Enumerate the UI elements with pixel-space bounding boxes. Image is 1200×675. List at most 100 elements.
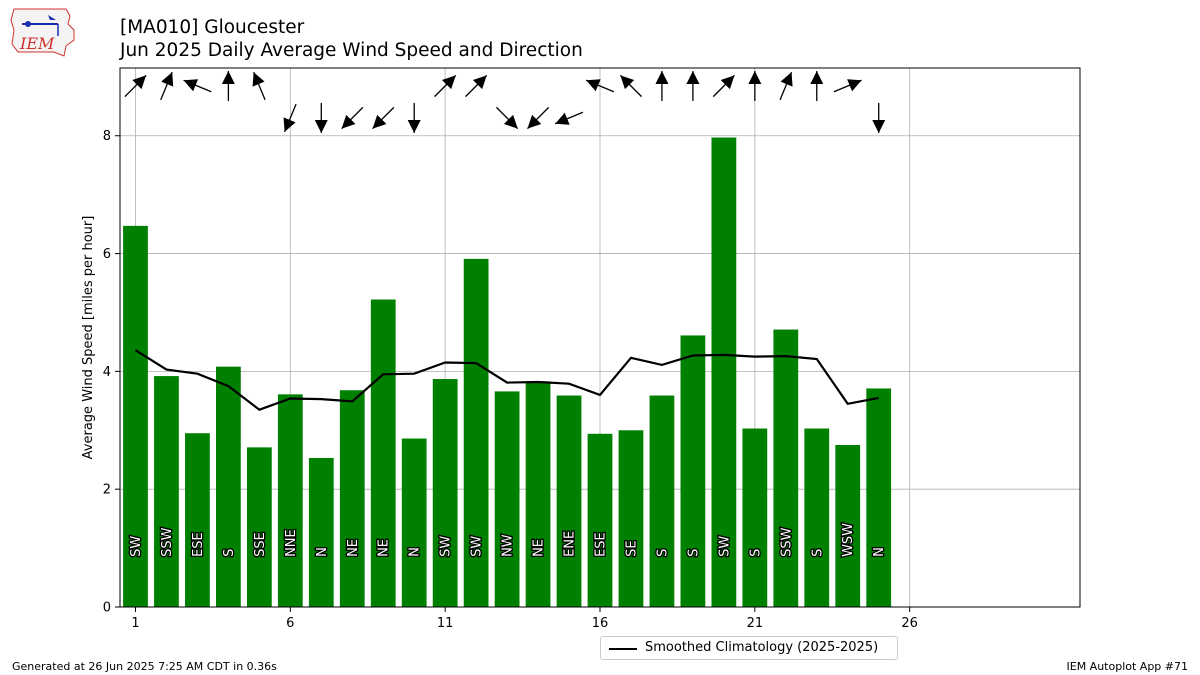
wind-arrow-day-5 [252, 71, 266, 101]
arrow-shaft [283, 103, 297, 133]
arrow-shaft [526, 106, 550, 130]
direction-label: S [810, 549, 825, 557]
arrow-head [872, 120, 886, 133]
bar-day-24 [835, 445, 861, 607]
direction-label: NE [532, 539, 547, 557]
direction-label: S [748, 549, 763, 557]
arrow-head [441, 75, 456, 90]
wind-arrow-day-11 [434, 74, 457, 98]
arrow-head [780, 72, 793, 87]
bar-day-16 [587, 433, 613, 607]
direction-label: NNE [284, 529, 299, 557]
bar-day-1 [123, 225, 148, 607]
wind-arrow-day-10 [407, 103, 421, 133]
direction-label: WSW [841, 523, 856, 557]
x-tick-label: 1 [131, 616, 139, 631]
y-axis-label: Average Wind Speed [miles per hour] [81, 216, 96, 460]
bar-day-5 [246, 447, 272, 607]
direction-label: ENE [563, 531, 578, 557]
arrow-shaft [160, 71, 173, 101]
legend: Smoothed Climatology (2025-2025) [600, 636, 898, 660]
arrow-shaft [712, 74, 735, 98]
arrow-head [314, 120, 328, 133]
wind-arrow-day-20 [712, 74, 735, 98]
arrow-shaft [619, 74, 643, 98]
wind-arrow-day-24 [833, 79, 862, 93]
wind-arrow-day-17 [619, 74, 643, 98]
logo-text: IEM [19, 34, 55, 53]
arrow-shaft [183, 79, 212, 93]
wind-arrow-day-16 [585, 79, 615, 93]
arrow-head [161, 72, 174, 87]
wind-arrow-day-1 [124, 74, 147, 98]
y-tick-label: 8 [103, 129, 111, 144]
arrow-shaft [779, 71, 793, 101]
bar-day-10 [401, 438, 427, 607]
arrow-shaft [434, 74, 457, 98]
wind-arrow-day-2 [160, 71, 174, 101]
wind-arrow-day-4 [221, 71, 235, 101]
arrow-head [720, 75, 735, 90]
app-note: IEM Autoplot App #71 [1066, 660, 1189, 673]
direction-label: N [872, 547, 887, 557]
bar-day-22 [773, 329, 799, 607]
wind-arrow-day-7 [314, 103, 328, 133]
arrow-head [655, 71, 669, 84]
bar-day-19 [680, 335, 706, 607]
y-tick-label: 2 [103, 483, 111, 498]
bars [123, 137, 892, 607]
generated-note: Generated at 26 Jun 2025 7:25 AM CDT in … [12, 660, 277, 673]
direction-label: SW [439, 536, 454, 557]
bar-day-18 [649, 395, 675, 607]
bar-day-13 [494, 391, 520, 607]
direction-label: S [222, 549, 237, 557]
arrow-head [283, 117, 296, 132]
arrow-head [810, 71, 824, 84]
arrow-head [372, 114, 387, 129]
wind-arrow-day-14 [526, 106, 550, 130]
bar-day-23 [804, 428, 830, 607]
bar-day-7 [308, 457, 334, 607]
direction-label: ESE [594, 532, 609, 557]
wind-arrow-day-13 [496, 106, 519, 130]
chart-title-period: Jun 2025 Daily Average Wind Speed and Di… [120, 40, 583, 61]
bar-day-11 [432, 379, 458, 607]
arrow-head [620, 75, 635, 90]
direction-label: SSW [779, 527, 794, 557]
arrow-head [252, 72, 265, 87]
x-tick-label: 26 [901, 616, 918, 631]
direction-label: SSE [253, 532, 268, 557]
arrow-shaft [372, 106, 395, 130]
y-tick-label: 0 [103, 601, 111, 616]
wind-arrow-day-9 [372, 106, 395, 130]
arrow-head [503, 114, 518, 129]
bar-day-17 [618, 430, 644, 607]
bar-day-20 [711, 137, 737, 607]
arrow-shaft [554, 111, 584, 125]
wind-arrow-day-18 [655, 71, 669, 101]
arrow-head [407, 120, 421, 133]
wind-arrow-day-6 [283, 103, 297, 133]
wind-arrow-day-3 [183, 79, 212, 93]
legend-label: Smoothed Climatology (2025-2025) [645, 640, 879, 655]
wind-arrow-day-15 [554, 111, 584, 125]
x-tick-label: 11 [437, 616, 454, 631]
arrow-shaft [253, 71, 266, 101]
chart-title-station: [MA010] Gloucester [120, 17, 305, 38]
arrow-head [183, 79, 199, 92]
bar-day-21 [742, 428, 768, 607]
arrow-head [341, 114, 356, 129]
direction-label: N [408, 547, 423, 557]
direction-label: NE [377, 539, 392, 557]
wind-arrow-day-22 [779, 71, 793, 101]
direction-label: N [315, 547, 330, 557]
arrow-head [586, 79, 601, 92]
wind-arrow-day-19 [686, 71, 700, 101]
arrow-shaft [833, 79, 862, 93]
direction-label: NE [346, 539, 361, 557]
arrow-shaft [341, 106, 364, 130]
direction-label: SW [129, 536, 144, 557]
arrow-shaft [124, 74, 147, 98]
arrow-shaft [585, 79, 615, 93]
